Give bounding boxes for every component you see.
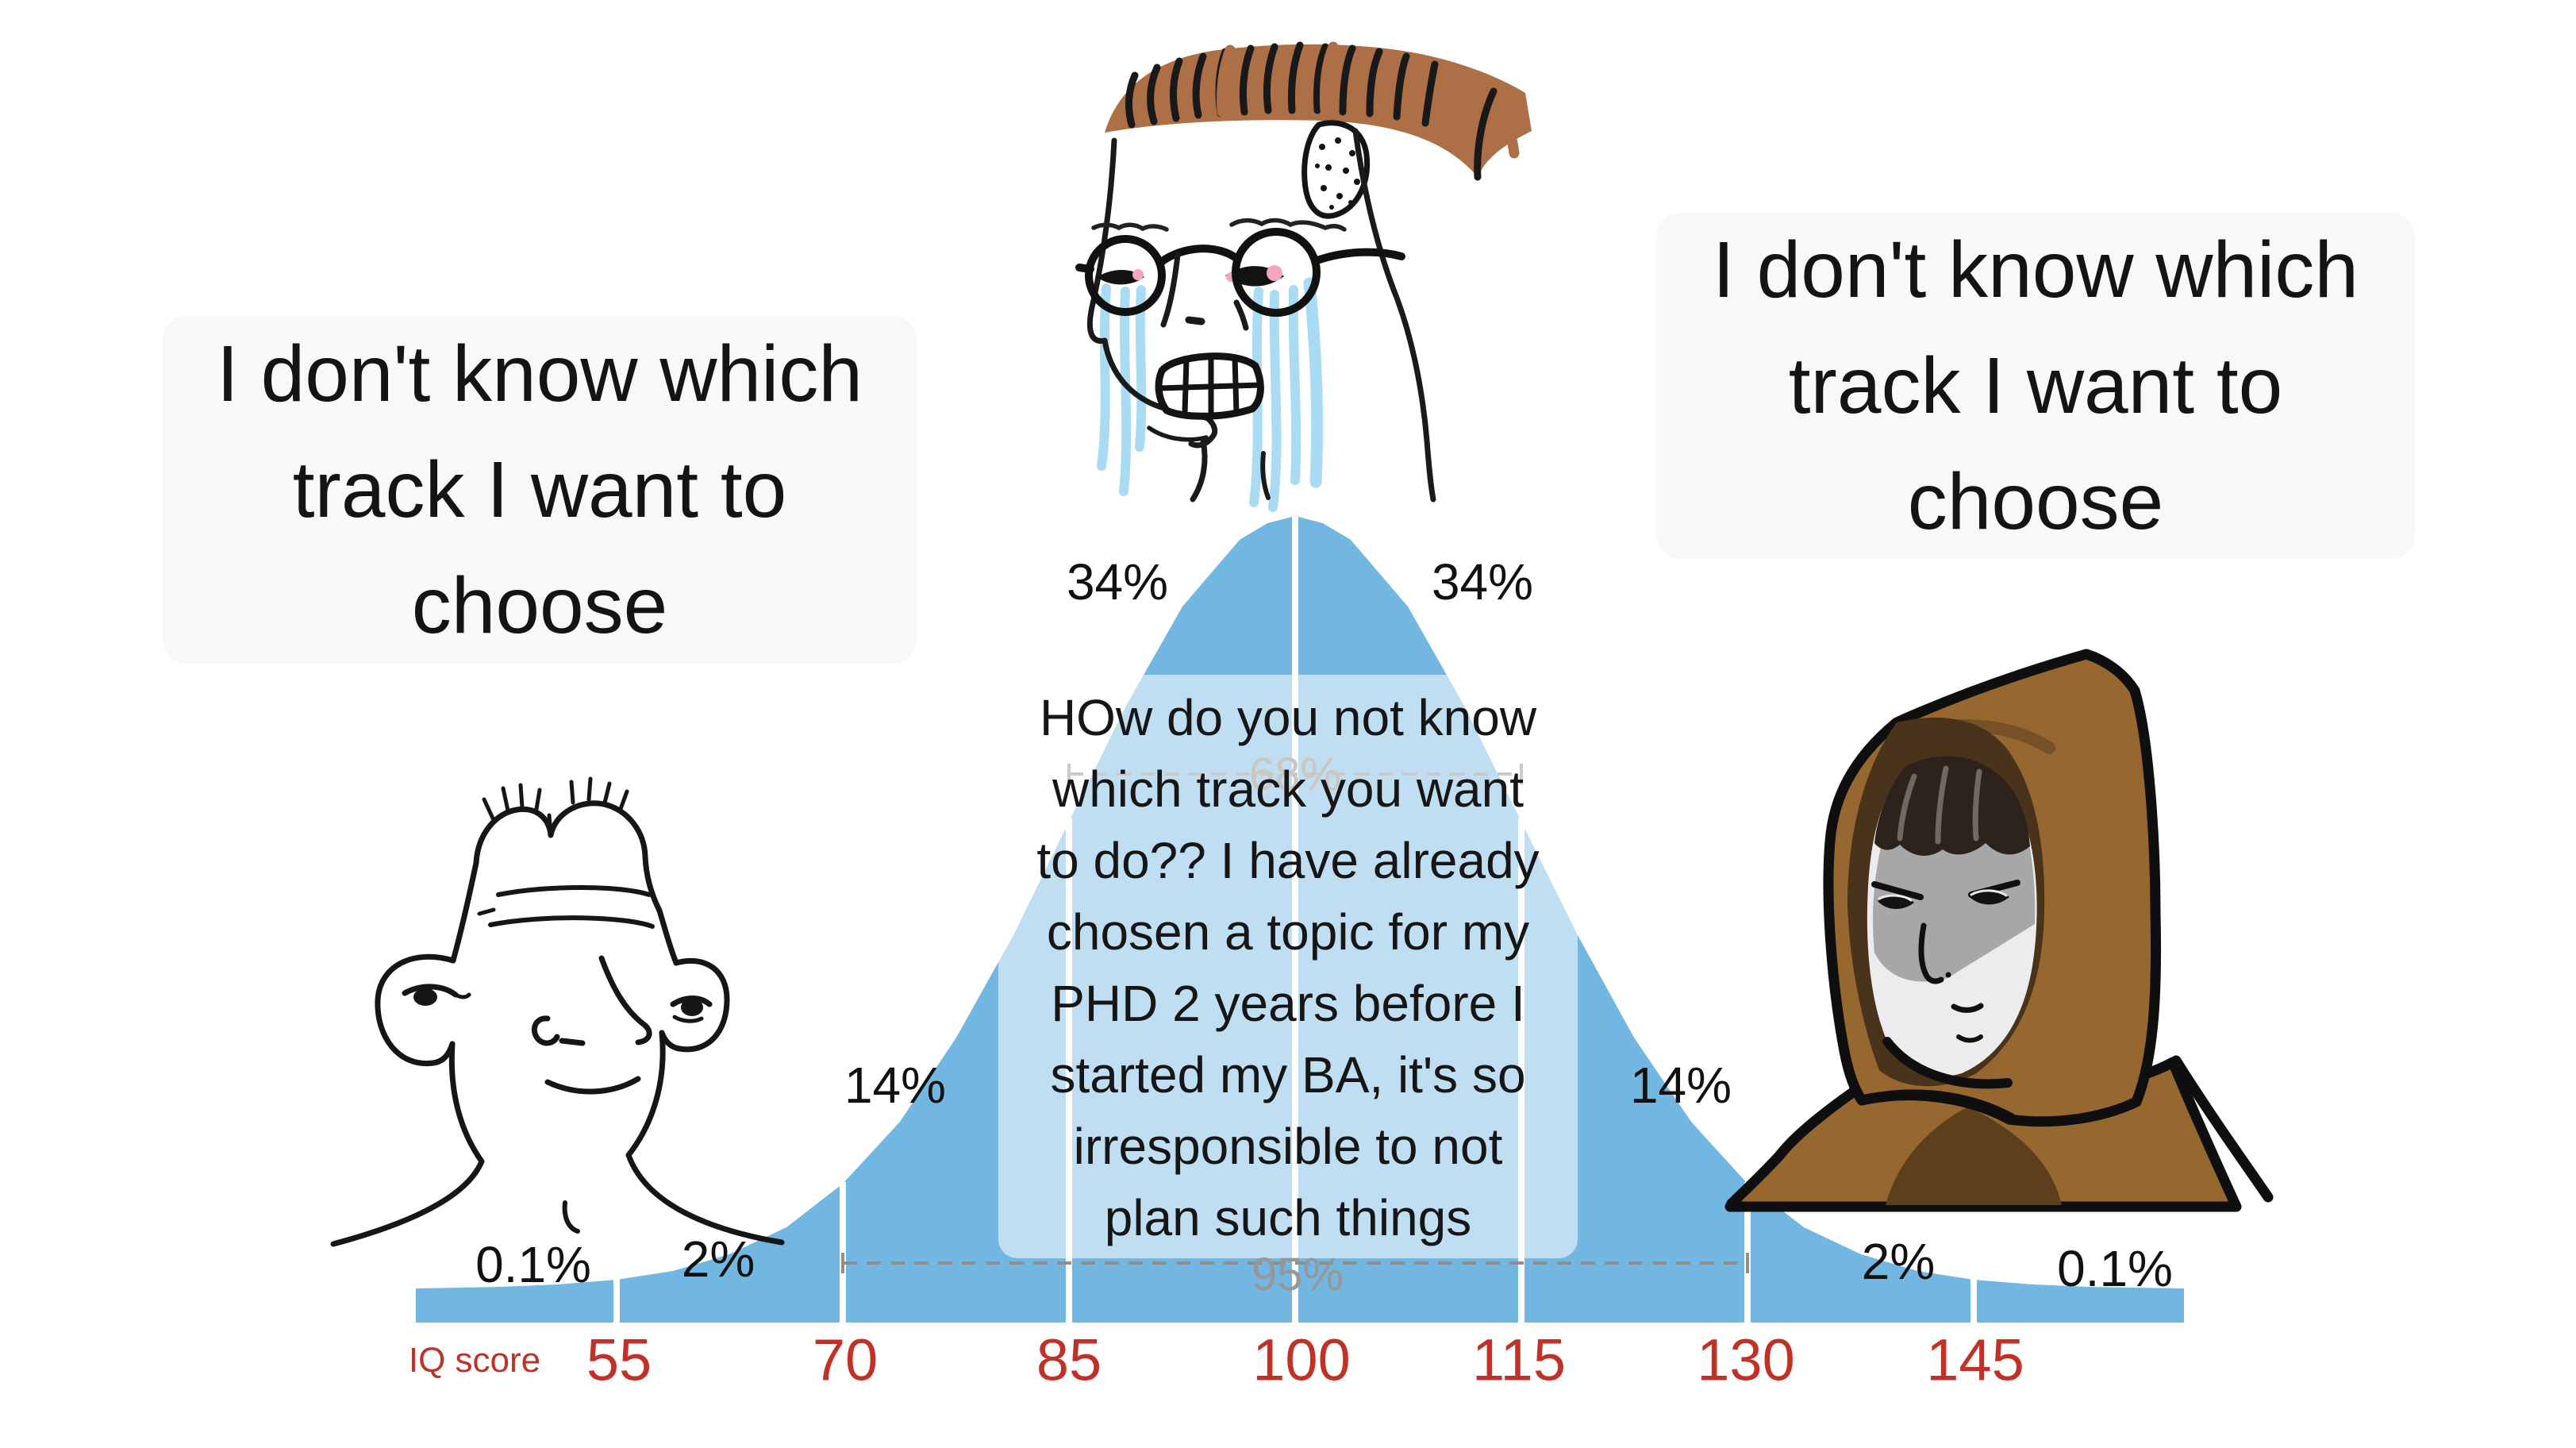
left-caption-line: choose: [411, 561, 668, 650]
left-caption-line: I don't know which: [217, 329, 863, 418]
x-axis-tick-label: 100: [1252, 1327, 1351, 1393]
segment-percentage-label: 2%: [1861, 1233, 1936, 1290]
x-axis-tick-label: 130: [1697, 1327, 1795, 1393]
x-axis-tick-label: 55: [586, 1327, 652, 1393]
segment-percentage-label: 14%: [1629, 1057, 1732, 1114]
hooded-wojak-illustration: [1724, 649, 2274, 1212]
rant-line: which track you want: [1052, 761, 1524, 818]
right-caption-line: I don't know which: [1713, 225, 2359, 314]
right-caption-box: I don't know which track I want to choos…: [1656, 213, 2415, 559]
brainlet-wojak-illustration: [330, 776, 785, 1247]
segment-percentage-label: 34%: [1431, 553, 1534, 610]
right-caption-line: choose: [1907, 457, 2164, 546]
rant-line: plan such things: [1104, 1189, 1472, 1246]
rant-line: to do?? I have already: [1036, 832, 1540, 889]
interval-95-label: 95%: [1251, 1249, 1344, 1300]
segment-percentage-label: 34%: [1066, 553, 1169, 610]
x-axis-title: IQ score: [408, 1341, 541, 1380]
interval-95: [841, 1253, 1749, 1273]
segment-percentage-label: 0.1%: [2057, 1240, 2173, 1297]
rant-line: started my BA, it's so: [1050, 1046, 1526, 1103]
rant-line: HOw do you not know: [1039, 689, 1537, 746]
midwit-rant-text: HOw do you not know which track you want…: [998, 681, 1578, 1254]
x-axis-tick-label: 85: [1036, 1327, 1102, 1393]
x-axis-tick-label: 145: [1926, 1327, 2024, 1393]
left-caption-line: track I want to: [292, 445, 787, 534]
segment-percentage-label: 0.1%: [475, 1236, 591, 1293]
rant-line: PHD 2 years before I: [1051, 975, 1525, 1032]
crying-midwit-wojak-illustration: [1075, 41, 1532, 512]
segment-percentage-label: 14%: [844, 1057, 947, 1114]
rant-line: chosen a topic for my: [1046, 903, 1530, 961]
x-axis-tick-label: 115: [1472, 1327, 1566, 1393]
rant-line: irresponsible to not: [1073, 1118, 1503, 1175]
left-caption-box: I don't know which track I want to choos…: [163, 316, 917, 664]
segment-percentage-label: 2%: [681, 1230, 755, 1288]
rant-box-background: [998, 675, 1578, 1258]
right-caption-line: track I want to: [1788, 341, 2283, 430]
x-axis-tick-label: 70: [812, 1327, 879, 1393]
